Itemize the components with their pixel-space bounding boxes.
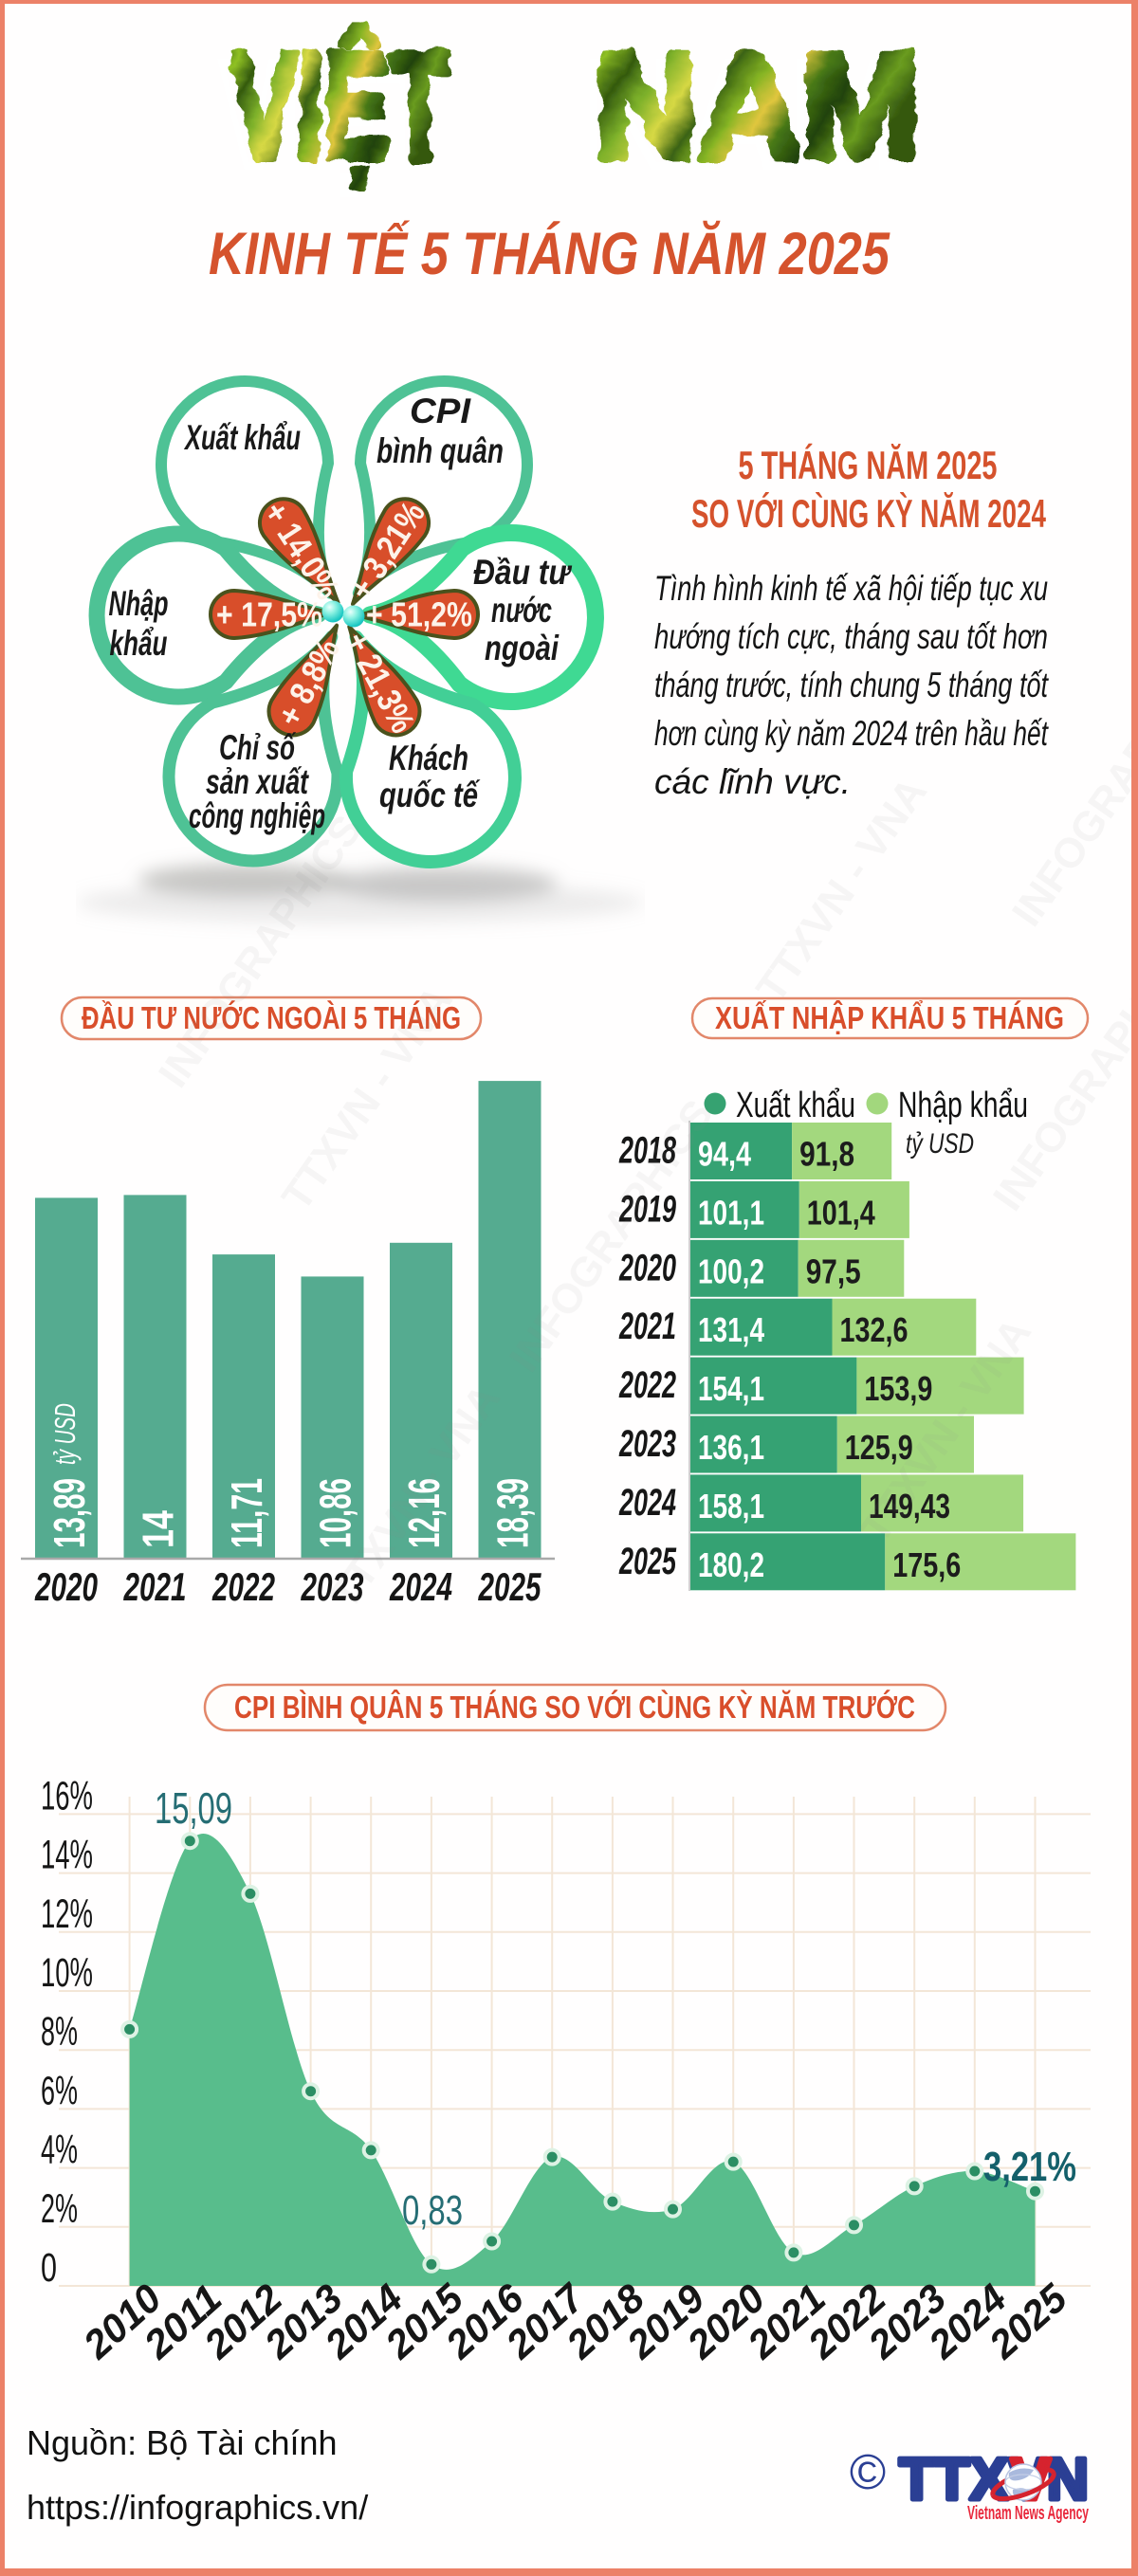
svg-text:91,8: 91,8 [799, 1135, 854, 1174]
svg-text:XUẤT NHẬP KHẨU 5 THÁNG: XUẤT NHẬP KHẨU 5 THÁNG [715, 1000, 1064, 1035]
svg-text:132,6: 132,6 [840, 1310, 909, 1349]
svg-text:8%: 8% [41, 2009, 78, 2055]
svg-text:94,4: 94,4 [698, 1135, 751, 1174]
svg-text:KINH TẾ 5 THÁNG NĂM 2025: KINH TẾ 5 THÁNG NĂM 2025 [209, 220, 890, 287]
svg-text:tháng trước, tính chung 5 thán: tháng trước, tính chung 5 tháng tốt [654, 666, 1049, 704]
svg-text:15,09: 15,09 [155, 1783, 232, 1833]
svg-text:Chỉ số: Chỉ số [219, 728, 297, 767]
svg-text:11,71: 11,71 [222, 1478, 271, 1548]
svg-text:131,4: 131,4 [698, 1310, 764, 1349]
svg-text:2%: 2% [41, 2186, 78, 2232]
svg-text:NAM: NAM [595, 23, 921, 190]
svg-text:tỷ USD: tỷ USD [48, 1403, 82, 1465]
svg-text:Đầu tư: Đầu tư [473, 553, 572, 592]
svg-text:công nghiệp: công nghiệp [189, 796, 325, 835]
svg-text:175,6: 175,6 [892, 1545, 961, 1584]
svg-text:NAM: NAM [584, 31, 910, 198]
svg-text:2018: 2018 [618, 1130, 676, 1172]
svg-text:ĐẦU TƯ NƯỚC NGOÀI 5 THÁNG: ĐẦU TƯ NƯỚC NGOÀI 5 THÁNG [82, 1000, 461, 1035]
svg-text:bình quân: bình quân [376, 431, 504, 470]
svg-text:nước: nước [491, 591, 552, 630]
svg-text:SO VỚI CÙNG KỲ NĂM 2024: SO VỚI CÙNG KỲ NĂM 2024 [691, 490, 1046, 536]
svg-text:136,1: 136,1 [698, 1428, 764, 1467]
svg-text:14%: 14% [41, 1833, 93, 1878]
svg-text:12%: 12% [41, 1891, 93, 1937]
svg-text:12,16: 12,16 [399, 1478, 449, 1548]
svg-text:2019: 2019 [618, 1188, 676, 1230]
svg-text:13,89: 13,89 [45, 1478, 94, 1548]
svg-text:4%: 4% [41, 2128, 78, 2173]
svg-text:0: 0 [41, 2245, 57, 2291]
svg-text:158,1: 158,1 [698, 1487, 764, 1526]
svg-text:Nhập khẩu: Nhập khẩu [898, 1086, 1028, 1125]
svg-text:ngoài: ngoài [485, 629, 560, 667]
svg-text:0,83: 0,83 [402, 2187, 463, 2234]
svg-text:2021: 2021 [618, 1306, 676, 1347]
svg-text:101,4: 101,4 [807, 1193, 875, 1232]
svg-text:Xuất khẩu: Xuất khẩu [736, 1086, 855, 1125]
svg-text:Khách: Khách [389, 739, 468, 777]
svg-text:Xuất khẩu: Xuất khẩu [184, 418, 301, 457]
svg-text:10%: 10% [41, 1950, 93, 1996]
svg-text:sản xuất: sản xuất [206, 762, 309, 801]
svg-text:18,39: 18,39 [488, 1478, 538, 1548]
svg-text:5 THÁNG NĂM 2025: 5 THÁNG NĂM 2025 [739, 443, 998, 487]
svg-text:100,2: 100,2 [698, 1251, 764, 1290]
svg-text:154,1: 154,1 [698, 1369, 764, 1408]
svg-text:2024: 2024 [389, 1564, 452, 1609]
svg-text:2025: 2025 [478, 1564, 541, 1609]
svg-text:2023: 2023 [618, 1423, 676, 1465]
svg-text:125,9: 125,9 [845, 1428, 913, 1467]
svg-text:CPI BÌNH QUÂN 5 THÁNG SO VỚI C: CPI BÌNH QUÂN 5 THÁNG SO VỚI CÙNG KỲ NĂM… [234, 1690, 915, 1725]
svg-text:10,86: 10,86 [311, 1478, 360, 1548]
svg-text:101,1: 101,1 [698, 1193, 764, 1232]
svg-text:hơn cùng kỳ năm 2024 trên hầu: hơn cùng kỳ năm 2024 trên hầu hết [654, 714, 1049, 753]
svg-text:+ 17,5%: + 17,5% [216, 595, 322, 634]
svg-text:VIỆT: VIỆT [221, 31, 440, 198]
svg-text:2020: 2020 [618, 1247, 676, 1288]
svg-text:2021: 2021 [123, 1564, 187, 1609]
svg-text:Nhập: Nhập [109, 584, 169, 623]
svg-text:2020: 2020 [34, 1564, 98, 1609]
svg-text:3,21%: 3,21% [983, 2144, 1076, 2190]
svg-text:180,2: 180,2 [698, 1545, 764, 1584]
svg-text:14: 14 [134, 1510, 183, 1548]
svg-text:2023: 2023 [301, 1564, 364, 1609]
svg-text:©: © [850, 2445, 886, 2500]
svg-text:149,43: 149,43 [869, 1487, 950, 1526]
svg-text:+ 51,2%: + 51,2% [366, 595, 472, 634]
svg-text:16%: 16% [41, 1773, 93, 1818]
svg-text:97,5: 97,5 [806, 1251, 861, 1290]
svg-text:153,9: 153,9 [864, 1369, 932, 1408]
svg-text:6%: 6% [41, 2068, 78, 2113]
svg-text:Tình hình kinh tế xã hội tiếp: Tình hình kinh tế xã hội tiếp tục xu [654, 569, 1048, 608]
svg-text:Vietnam News Agency: Vietnam News Agency [967, 2503, 1090, 2524]
svg-text:2022: 2022 [211, 1564, 275, 1609]
svg-text:CPI: CPI [410, 392, 471, 430]
svg-text:hướng tích cực, tháng sau tốt: hướng tích cực, tháng sau tốt hơn [654, 617, 1048, 656]
svg-text:các lĩnh vực.: các lĩnh vực. [654, 762, 851, 801]
svg-text:tỷ USD: tỷ USD [906, 1128, 974, 1160]
svg-text:TTXVN: TTXVN [899, 2447, 1089, 2512]
svg-text:khẩu: khẩu [110, 624, 168, 663]
svg-text:2025: 2025 [618, 1541, 676, 1582]
svg-text:VIỆT: VIỆT [231, 23, 450, 190]
svg-text:quốc tế: quốc tế [379, 776, 481, 814]
svg-text:2024: 2024 [618, 1482, 676, 1524]
svg-text:2022: 2022 [618, 1364, 676, 1406]
